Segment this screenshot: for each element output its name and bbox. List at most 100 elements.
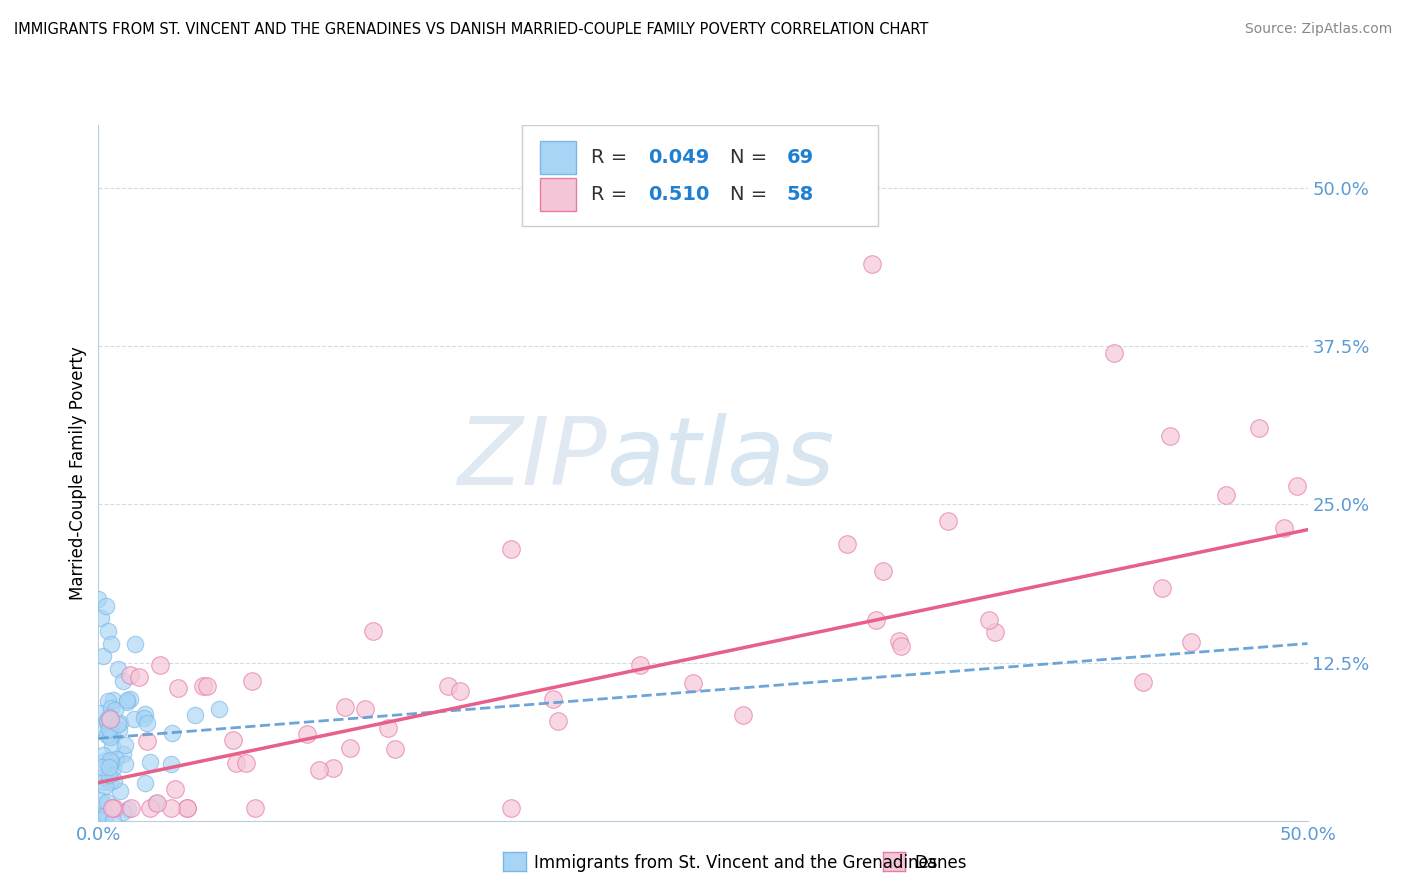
Point — [120, 801, 142, 815]
Point — [98, 774, 121, 789]
Point — [94, 599, 117, 613]
Point — [860, 257, 883, 271]
Point — [541, 691, 564, 706]
Point — [100, 756, 122, 770]
Point — [101, 761, 124, 775]
Point — [1215, 488, 1237, 502]
Point — [107, 717, 129, 731]
Point — [124, 636, 146, 650]
Point — [1152, 581, 1174, 595]
Point — [93, 770, 115, 784]
Point — [96, 715, 118, 730]
Point — [96, 728, 118, 742]
Point — [240, 674, 263, 689]
Point — [222, 732, 245, 747]
Point — [100, 636, 122, 650]
Point — [103, 692, 125, 706]
Point — [193, 679, 215, 693]
Text: ZIP: ZIP — [457, 413, 606, 504]
Point — [108, 723, 131, 737]
Point — [98, 723, 121, 738]
Point — [499, 541, 522, 556]
Point — [117, 802, 139, 816]
Point — [94, 808, 117, 822]
Point — [97, 768, 120, 782]
Point — [547, 714, 569, 728]
Point — [1102, 345, 1125, 359]
Point — [98, 754, 121, 768]
Point — [1159, 429, 1181, 443]
Text: 0.049: 0.049 — [648, 148, 710, 167]
Y-axis label: Married-Couple Family Poverty: Married-Couple Family Poverty — [69, 346, 87, 599]
Point — [105, 752, 128, 766]
Point — [90, 611, 112, 625]
Point — [135, 716, 157, 731]
Point — [322, 761, 344, 775]
Point — [110, 784, 132, 798]
Text: R =: R = — [591, 148, 633, 167]
Point — [107, 662, 129, 676]
Point — [162, 725, 184, 739]
Point — [184, 708, 207, 723]
FancyBboxPatch shape — [522, 125, 879, 226]
Point — [134, 775, 156, 789]
Point — [89, 706, 111, 721]
Point — [94, 754, 117, 768]
Point — [97, 694, 120, 708]
Point — [96, 795, 118, 809]
Point — [731, 708, 754, 723]
Point — [295, 727, 318, 741]
Point — [117, 693, 139, 707]
Point — [114, 738, 136, 752]
Point — [103, 801, 125, 815]
Point — [93, 779, 115, 793]
Point — [87, 592, 110, 607]
Point — [93, 774, 115, 789]
Point — [97, 624, 120, 638]
Point — [114, 756, 136, 771]
Point — [308, 764, 330, 778]
Point — [835, 537, 858, 551]
Point — [145, 797, 167, 811]
Point — [115, 695, 138, 709]
Point — [1249, 421, 1271, 435]
Point — [872, 565, 894, 579]
Point — [682, 676, 704, 690]
Point — [890, 639, 912, 653]
Point — [120, 668, 142, 682]
Point — [98, 712, 121, 726]
Point — [90, 793, 112, 807]
Text: 58: 58 — [786, 185, 814, 204]
Text: IMMIGRANTS FROM ST. VINCENT AND THE GRENADINES VS DANISH MARRIED-COUPLE FAMILY P: IMMIGRANTS FROM ST. VINCENT AND THE GREN… — [14, 22, 928, 37]
Point — [101, 801, 124, 815]
Point — [243, 801, 266, 815]
Text: Immigrants from St. Vincent and the Grenadines: Immigrants from St. Vincent and the Gren… — [534, 854, 938, 871]
Point — [108, 715, 131, 730]
Point — [339, 741, 361, 756]
Point — [384, 741, 406, 756]
Point — [1132, 674, 1154, 689]
Point — [101, 813, 124, 827]
Point — [1180, 635, 1202, 649]
Point — [148, 657, 170, 672]
Point — [333, 700, 356, 714]
Point — [112, 747, 135, 762]
Point — [101, 739, 124, 753]
Point — [889, 633, 911, 648]
Point — [208, 701, 231, 715]
Point — [225, 756, 247, 770]
Point — [91, 797, 114, 811]
Point — [437, 679, 460, 693]
Point — [176, 801, 198, 815]
Point — [111, 674, 134, 689]
Text: atlas: atlas — [606, 413, 835, 504]
Point — [122, 712, 145, 726]
FancyBboxPatch shape — [540, 178, 576, 211]
Point — [977, 613, 1000, 627]
Point — [91, 649, 114, 664]
Text: 0.510: 0.510 — [648, 185, 710, 204]
Text: Source: ZipAtlas.com: Source: ZipAtlas.com — [1244, 22, 1392, 37]
Point — [1274, 520, 1296, 534]
Point — [104, 703, 127, 717]
Point — [100, 713, 122, 727]
